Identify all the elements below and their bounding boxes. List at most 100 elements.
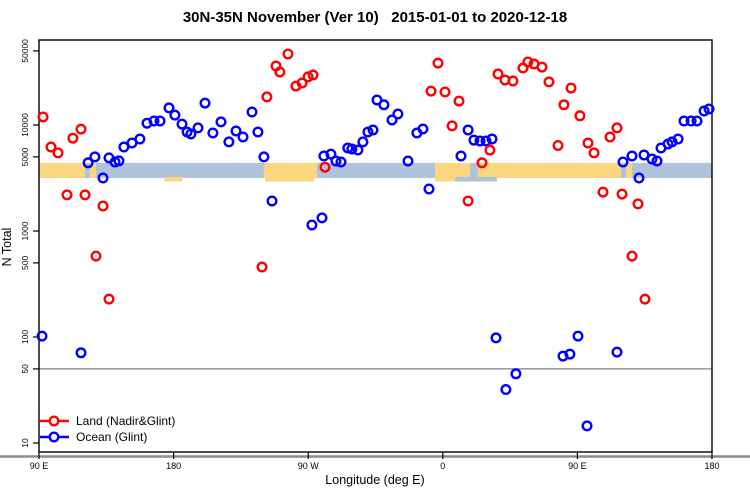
ocean-point — [367, 124, 379, 136]
land-point — [103, 293, 115, 305]
land-point — [319, 161, 331, 173]
land-point — [626, 250, 638, 262]
land-point — [484, 144, 496, 156]
ocean-point — [246, 106, 258, 118]
land-point — [274, 66, 286, 78]
ocean-point — [185, 128, 197, 140]
band-segment-ocean — [85, 162, 90, 179]
land-point — [462, 195, 474, 207]
land-point — [597, 186, 609, 198]
ocean-point — [316, 212, 328, 224]
ocean-point — [199, 97, 211, 109]
legend-land-label: Land (Nadir&Glint) — [76, 414, 175, 428]
x-tick-label: 180 — [166, 461, 181, 471]
ocean-point — [486, 133, 498, 145]
band-segment-ocean — [95, 162, 264, 179]
ocean-point — [176, 118, 188, 130]
land-point — [52, 147, 64, 159]
band-segment-ocean — [621, 162, 627, 179]
ocean-point — [306, 219, 318, 231]
land-point — [256, 261, 268, 273]
ocean-point — [474, 135, 486, 147]
y-tick-label: 10 — [20, 438, 30, 448]
x-tick-label: 90 E — [30, 461, 49, 471]
land-point — [639, 293, 651, 305]
land-point — [552, 139, 564, 151]
land-point — [543, 76, 555, 88]
band-segment-ocean — [317, 162, 436, 179]
y-tick-label: 10000 — [20, 113, 30, 137]
ocean-point — [230, 125, 242, 137]
band-segment-ocean — [631, 162, 712, 179]
band-fringe-ocean — [455, 177, 497, 182]
plot-border — [38, 39, 713, 453]
ocean-point — [325, 148, 337, 160]
y-tick-label: 1000 — [20, 221, 30, 240]
ocean-point — [386, 114, 398, 126]
ocean-point — [423, 183, 435, 195]
land-point — [432, 57, 444, 69]
ocean-point — [163, 102, 175, 114]
legend-ocean-label: Ocean (Glint) — [76, 430, 147, 444]
land-point — [425, 85, 437, 97]
ocean-point — [118, 141, 130, 153]
y-axis-title: N Total — [0, 228, 14, 267]
chart-title: 30N-35N November (Ver 10) 2015-01-01 to … — [183, 9, 567, 26]
ocean-point — [192, 122, 204, 134]
land-point — [574, 110, 586, 122]
ocean-point — [169, 109, 181, 121]
land-point — [616, 188, 628, 200]
ocean-point — [36, 330, 48, 342]
land-point — [632, 198, 644, 210]
ocean-point — [633, 172, 645, 184]
land-point — [45, 141, 57, 153]
land-point — [261, 91, 273, 103]
x-axis-title: Longitude (deg E) — [325, 473, 424, 487]
plot-box — [38, 39, 713, 453]
x-tick-label: 90 E — [568, 461, 587, 471]
ocean-point — [651, 155, 663, 167]
ocean-point — [252, 126, 264, 138]
x-tick-label: 180 — [704, 461, 719, 471]
band-segment-land — [435, 162, 471, 179]
legend-entry-ocean: Ocean (Glint) — [40, 430, 147, 444]
y-tick-label: 5000 — [20, 147, 30, 166]
band-fringe-land — [264, 177, 315, 182]
ocean-point — [626, 150, 638, 162]
ocean-point — [703, 103, 715, 115]
y-tick-label: 500 — [20, 256, 30, 270]
land-point — [75, 123, 87, 135]
ocean-point — [617, 156, 629, 168]
data-points — [36, 48, 715, 432]
legend-entry-land: Land (Nadir&Glint) — [40, 414, 175, 428]
land-point — [37, 111, 49, 123]
legend-land-marker-icon — [48, 415, 60, 427]
ocean-point — [237, 131, 249, 143]
band-fringe-land — [164, 177, 183, 182]
band-segment-land — [263, 162, 318, 179]
band-fringe-land — [435, 177, 456, 182]
land-point — [67, 132, 79, 144]
ocean-point — [352, 144, 364, 156]
ocean-point — [581, 420, 593, 432]
land-point — [307, 69, 319, 81]
land-point — [453, 95, 465, 107]
land-point — [61, 189, 73, 201]
y-tick-label: 100 — [20, 330, 30, 344]
legend: Land (Nadir&Glint) Ocean (Glint) — [40, 414, 175, 444]
land-point — [446, 120, 458, 132]
land-point — [97, 200, 109, 212]
ocean-point — [266, 195, 278, 207]
ocean-point — [691, 115, 703, 127]
axis-ticks: 90 E 180 90 W 0 90 E 180 50000 10000 5000 1000 500… — [20, 39, 720, 471]
land-point — [492, 68, 504, 80]
y-tick-label: 50 — [20, 364, 30, 374]
ocean-point — [207, 127, 219, 139]
ocean-point — [402, 155, 414, 167]
land-point — [582, 137, 594, 149]
band-segment-land — [477, 162, 622, 179]
ocean-point — [378, 99, 390, 111]
band-segment-land — [89, 162, 96, 179]
land-point — [558, 99, 570, 111]
band-segment-ocean — [470, 162, 478, 179]
